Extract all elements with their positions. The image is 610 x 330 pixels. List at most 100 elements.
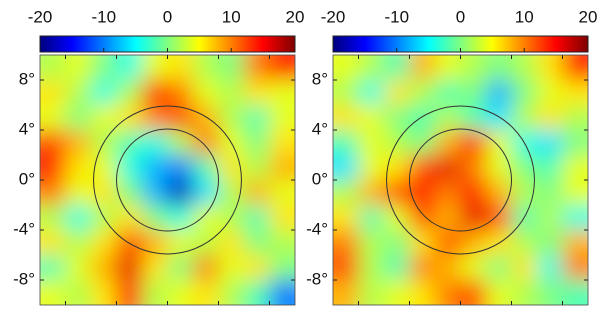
- heatmap-cell: [218, 255, 245, 281]
- heatmap-cell: [167, 255, 194, 281]
- heatmap-cell: [269, 180, 295, 206]
- heatmap-cell: [167, 230, 194, 256]
- heatmap-cell: [384, 55, 410, 81]
- heatmap-cell: [244, 80, 270, 106]
- heatmap-cell: [435, 255, 461, 281]
- heatmap-cell: [409, 230, 436, 256]
- heatmap-cell: [537, 55, 563, 81]
- heatmap-cell: [40, 205, 66, 231]
- heatmap-cell: [40, 255, 66, 281]
- heatmap-cell: [562, 130, 588, 156]
- heatmap-cell: [333, 255, 359, 281]
- heatmap-cell: [511, 255, 538, 281]
- heatmap-cell: [486, 130, 512, 156]
- heatmap-cell: [167, 180, 194, 206]
- heatmap-cell: [40, 280, 66, 305]
- y-tick-label: -4°: [306, 219, 328, 238]
- heatmap-cell: [40, 55, 66, 81]
- heatmap-cell: [91, 130, 117, 156]
- heatmap-cell: [91, 230, 117, 256]
- heatmap-cell: [116, 280, 143, 305]
- heatmap-cell: [384, 155, 410, 181]
- heatmap-cell: [116, 105, 143, 131]
- heatmap-cell: [562, 280, 588, 305]
- heatmap-cell: [562, 155, 588, 181]
- heatmap-cell: [460, 180, 487, 206]
- heatmap-cell: [460, 230, 487, 256]
- colorbar-tick-label: 0: [163, 7, 172, 26]
- heatmap-cell: [333, 280, 359, 305]
- heatmap-cell: [40, 155, 66, 181]
- heatmap-cell: [333, 130, 359, 156]
- heatmap-cell: [218, 230, 245, 256]
- heatmap-cell: [193, 155, 219, 181]
- heatmap-cell: [193, 180, 219, 206]
- heatmap-cell: [562, 230, 588, 256]
- heatmap-cell: [486, 105, 512, 131]
- y-tick-label: 8°: [312, 69, 328, 88]
- heatmap-cell: [167, 105, 194, 131]
- heatmap-cell: [269, 230, 295, 256]
- heatmap-cell: [460, 105, 487, 131]
- heatmap-cell: [562, 180, 588, 206]
- heatmap-cell: [511, 230, 538, 256]
- heatmap-cells: [40, 55, 295, 305]
- heatmap-cell: [384, 105, 410, 131]
- ring: [93, 105, 242, 255]
- heatmap-cell: [358, 230, 385, 256]
- heatmap-cell: [460, 155, 487, 181]
- heatmap-cell: [562, 105, 588, 131]
- heatmap-cell: [511, 55, 538, 81]
- heatmap-cell: [333, 230, 359, 256]
- heatmap-cell: [358, 255, 385, 281]
- heatmap-cell: [358, 155, 385, 181]
- heatmap-cell: [409, 155, 436, 181]
- y-tick-label: 8°: [19, 69, 35, 88]
- heatmap-cell: [269, 80, 295, 106]
- heatmap-cell: [40, 230, 66, 256]
- heatmap-cell: [358, 280, 385, 305]
- heatmap-cell: [167, 80, 194, 106]
- heatmap-cell: [244, 155, 270, 181]
- heatmap-cell: [269, 205, 295, 231]
- heatmap-cell: [409, 255, 436, 281]
- heatmap-cell: [193, 280, 219, 305]
- heatmap-cell: [384, 255, 410, 281]
- heatmap-cell: [562, 80, 588, 106]
- heatmap-cell: [40, 105, 66, 131]
- heatmap-cell: [167, 280, 194, 305]
- y-tick-label: -8°: [13, 269, 35, 288]
- heatmap-cell: [244, 205, 270, 231]
- heatmap-cell: [142, 230, 168, 256]
- heatmap-cell: [116, 80, 143, 106]
- colorbar-tick-label: -20: [28, 7, 53, 26]
- heatmap-cell: [537, 155, 563, 181]
- heatmap-cell: [244, 230, 270, 256]
- heatmap-cell: [167, 205, 194, 231]
- heatmap-cell: [358, 55, 385, 81]
- heatmap-cell: [91, 180, 117, 206]
- heatmap-cell: [409, 205, 436, 231]
- heatmap-cell: [193, 55, 219, 81]
- heatmap-cell: [435, 280, 461, 305]
- heatmap-cell: [91, 105, 117, 131]
- heatmap-cell: [244, 105, 270, 131]
- heatmap-cell: [460, 280, 487, 305]
- heatmap-cell: [460, 80, 487, 106]
- heatmap-cell: [384, 280, 410, 305]
- heatmap: [40, 55, 295, 305]
- heatmap-cell: [409, 130, 436, 156]
- heatmap-cell: [218, 105, 245, 131]
- heatmap-cell: [65, 255, 92, 281]
- heatmap-cell: [65, 80, 92, 106]
- colorbar-tick-label: 0: [456, 7, 465, 26]
- heatmap-cell: [218, 80, 245, 106]
- heatmap-cell: [460, 55, 487, 81]
- heatmap-cell: [91, 255, 117, 281]
- colorbar-tick-label: 10: [222, 7, 241, 26]
- heatmap-cell: [65, 205, 92, 231]
- colorbar-tick-label: 20: [286, 7, 305, 26]
- heatmap-cell: [116, 130, 143, 156]
- heatmap-cell: [435, 55, 461, 81]
